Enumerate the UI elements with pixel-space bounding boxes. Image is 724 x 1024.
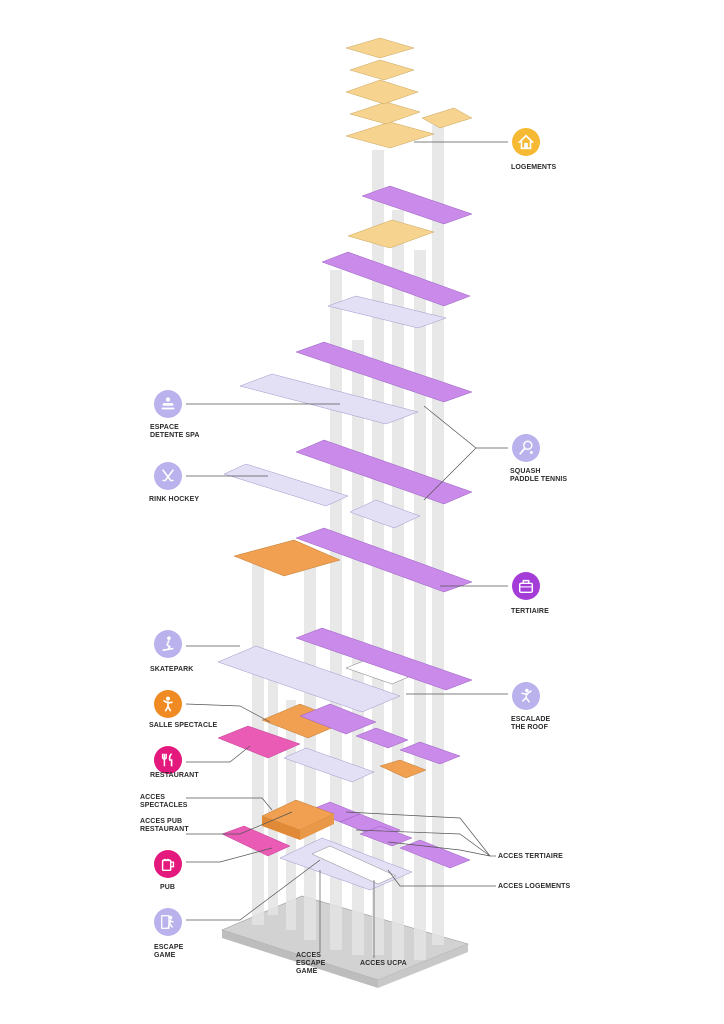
label-spa: ESPACE DETENTE SPA <box>150 424 200 440</box>
slab-spectacle-box-front <box>300 814 334 840</box>
label-escalade-line-2: THE ROOF <box>511 724 548 731</box>
label-escape-line-1: ESCAPE <box>154 944 184 951</box>
label-salle-line: SALLE SPECTACLE <box>149 722 218 729</box>
label-acces-tertiaire-line: ACCES TERTIAIRE <box>498 853 563 860</box>
label-escape-line-2: GAME <box>154 952 176 959</box>
label-escape: ESCAPE GAME <box>154 944 183 960</box>
label-tertiaire-line: TERTIAIRE <box>511 608 549 615</box>
label-rink: RINK HOCKEY <box>149 496 199 504</box>
slab-level2-purple-1 <box>299 703 377 735</box>
leader-lines <box>185 141 508 958</box>
slab-logement-5 <box>345 37 415 59</box>
slab-orange-mid <box>233 539 341 577</box>
slab-purple-top-upper <box>361 185 473 225</box>
label-acces-pub-restaurant: ACCES PUB RESTAURANT <box>140 818 189 834</box>
slab-skatepark <box>217 645 401 713</box>
slab-purple-top-lower <box>321 251 471 307</box>
slab-level2-purple-2 <box>355 727 409 749</box>
slab-squash-upper <box>327 295 447 329</box>
ground-slab <box>221 895 469 988</box>
slab-rink <box>223 463 349 507</box>
slab-logement-mid <box>347 219 435 249</box>
label-escalade: ESCALADE THE ROOF <box>511 716 550 732</box>
label-restaurant-line: RESTAURANT <box>150 772 199 779</box>
slab-tertiaire-ground-3 <box>399 839 471 869</box>
floor-slabs <box>217 37 473 891</box>
label-acces-ucpa: ACCES UCPA <box>360 960 407 968</box>
label-rink-line: RINK HOCKEY <box>149 496 200 503</box>
racket-icon <box>512 434 540 462</box>
slab-level2-lav <box>283 747 375 783</box>
label-squash-line-1: SQUASH <box>510 468 541 475</box>
label-pub-line: PUB <box>160 884 176 891</box>
slab-tertiaire-mid <box>295 527 473 593</box>
slab-logement-side <box>421 107 473 129</box>
skateboard-icon <box>154 630 182 658</box>
label-tertiaire: TERTIAIRE <box>511 608 549 616</box>
slab-squash-lower <box>349 499 421 529</box>
slab-level2-purple-3 <box>399 741 461 765</box>
slab-logement-4 <box>349 59 415 81</box>
label-acces-escape-line-3: GAME <box>296 968 318 975</box>
label-acces-escape-line-1: ACCES <box>296 952 322 959</box>
label-spa-line-2: DETENTE SPA <box>150 432 200 439</box>
label-salle: SALLE SPECTACLE <box>149 722 217 730</box>
label-acces-tertiaire: ACCES TERTIAIRE <box>498 853 563 861</box>
slab-logement-1 <box>345 121 435 149</box>
label-skatepark: SKATEPARK <box>150 666 193 674</box>
label-logements-line: LOGEMENTS <box>511 164 557 171</box>
beer-mug-icon <box>154 850 182 878</box>
label-restaurant: RESTAURANT <box>150 772 199 780</box>
label-acces-logements: ACCES LOGEMENTS <box>498 883 570 891</box>
slab-logement-3 <box>345 79 419 105</box>
slab-escape-access <box>311 845 397 885</box>
performer-icon <box>154 690 182 718</box>
label-pub: PUB <box>160 884 175 892</box>
house-icon <box>512 128 540 156</box>
label-skatepark-line: SKATEPARK <box>150 666 194 673</box>
hockey-sticks-icon <box>154 462 182 490</box>
label-spa-line-1: ESPACE <box>150 424 179 431</box>
slab-level2-orange <box>379 759 427 779</box>
label-acces-spectacles-line-2: SPECTACLES <box>140 802 188 809</box>
climber-icon <box>512 682 540 710</box>
escape-figure-icon <box>154 908 182 936</box>
label-acces-escape-game: ACCES ESCAPE GAME <box>296 952 325 976</box>
slab-purple-spa-upper <box>295 341 473 403</box>
label-acces-ucpa-line: ACCES UCPA <box>360 960 407 967</box>
label-squash: SQUASH PADDLE TENNIS <box>510 468 567 484</box>
label-logements: LOGEMENTS <box>511 164 556 172</box>
slab-spectacle-box-side <box>262 816 300 840</box>
slab-logement-2 <box>349 101 421 125</box>
label-acces-spectacles-line-1: ACCES <box>140 794 166 801</box>
label-acces-spectacles: ACCES SPECTACLES <box>140 794 188 810</box>
slab-purple-rink-upper <box>295 439 473 505</box>
slab-restaurant <box>217 725 301 759</box>
label-escalade-line-1: ESCALADE <box>511 716 551 723</box>
label-acces-logements-line: ACCES LOGEMENTS <box>498 883 571 890</box>
label-acces-escape-line-2: ESCAPE <box>296 960 326 967</box>
slab-pub <box>221 825 291 857</box>
fork-knife-icon <box>154 746 182 774</box>
label-acces-pub-line-2: RESTAURANT <box>140 826 189 833</box>
spa-icon <box>154 390 182 418</box>
slab-spa <box>239 373 419 425</box>
label-acces-pub-line-1: ACCES PUB <box>140 818 183 825</box>
label-squash-line-2: PADDLE TENNIS <box>510 476 568 483</box>
briefcase-icon <box>512 572 540 600</box>
slab-tertiaire-upper-lower <box>295 627 473 691</box>
